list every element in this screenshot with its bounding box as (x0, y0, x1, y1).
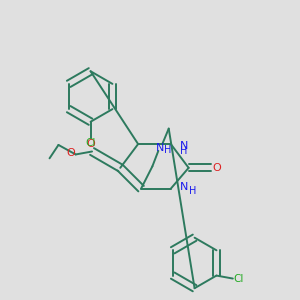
Text: H: H (188, 186, 196, 196)
Text: H: H (164, 145, 172, 155)
Text: O: O (86, 139, 95, 149)
Text: N: N (180, 182, 188, 192)
Text: H: H (181, 146, 188, 157)
Text: Cl: Cl (85, 139, 96, 148)
Text: Cl: Cl (234, 274, 244, 284)
Text: N: N (156, 143, 164, 153)
Text: N: N (180, 140, 188, 151)
Text: O: O (212, 163, 221, 173)
Text: O: O (67, 148, 75, 158)
